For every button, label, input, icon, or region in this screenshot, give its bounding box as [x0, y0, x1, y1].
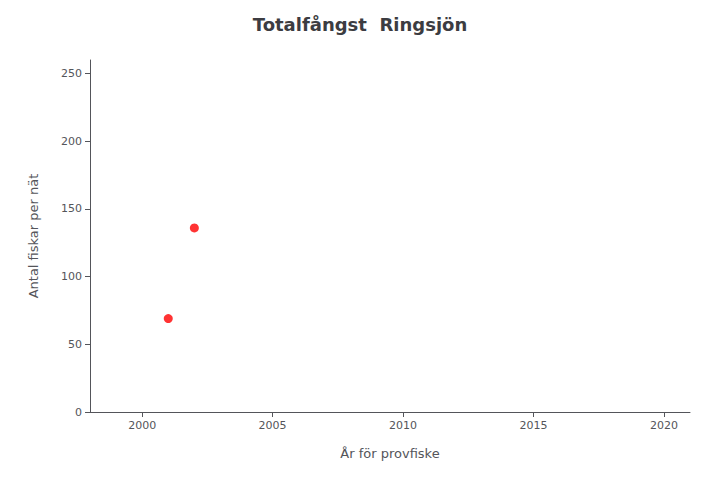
- svg-text:100: 100: [61, 270, 82, 283]
- svg-text:250: 250: [61, 67, 82, 80]
- svg-text:2020: 2020: [650, 419, 678, 432]
- svg-text:50: 50: [68, 338, 82, 351]
- svg-text:200: 200: [61, 135, 82, 148]
- svg-text:2000: 2000: [128, 419, 156, 432]
- svg-text:2015: 2015: [519, 419, 547, 432]
- svg-text:150: 150: [61, 202, 82, 215]
- svg-text:0: 0: [75, 406, 82, 419]
- svg-text:År för provfiske: År för provfiske: [340, 446, 439, 461]
- svg-text:Antal fiskar per nät: Antal fiskar per nät: [26, 174, 41, 299]
- svg-text:2005: 2005: [259, 419, 287, 432]
- svg-text:2010: 2010: [389, 419, 417, 432]
- svg-text:Totalfångst Ringsjön: Totalfångst Ringsjön: [253, 14, 468, 35]
